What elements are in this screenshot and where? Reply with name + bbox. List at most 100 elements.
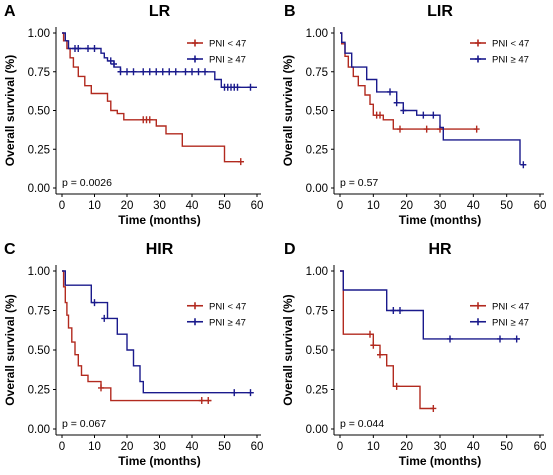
censor-mark bbox=[117, 68, 124, 76]
censor-mark bbox=[393, 99, 400, 107]
y-tick-label: 0.50 bbox=[28, 345, 50, 357]
censor-mark bbox=[473, 125, 480, 133]
legend-label: PNI ≥ 47 bbox=[492, 317, 529, 328]
censor-mark bbox=[247, 83, 254, 91]
legend-swatch-mark bbox=[192, 55, 198, 63]
legend-swatch-mark bbox=[192, 302, 198, 310]
censor-mark bbox=[497, 335, 503, 343]
censor-mark bbox=[377, 111, 383, 119]
legend-swatch-mark bbox=[192, 318, 198, 326]
legend-label: PNI < 47 bbox=[209, 301, 246, 312]
censor-mark bbox=[75, 45, 82, 52]
x-axis-label: Time (months) bbox=[118, 213, 200, 227]
x-tick-label: 20 bbox=[121, 441, 134, 453]
y-tick-label: 0.25 bbox=[28, 144, 50, 156]
series-line-pni-high bbox=[340, 32, 521, 165]
panel-title: LR bbox=[149, 3, 171, 20]
x-tick-label: 20 bbox=[400, 200, 413, 212]
censor-mark bbox=[247, 389, 254, 397]
y-tick-label: 0.75 bbox=[306, 67, 328, 79]
censor-mark bbox=[91, 299, 98, 307]
x-tick-label: 60 bbox=[251, 200, 264, 212]
x-tick-label: 0 bbox=[337, 441, 343, 453]
p-value: p = 0.0026 bbox=[62, 177, 112, 189]
censor-mark bbox=[130, 68, 137, 76]
censor-mark bbox=[140, 68, 147, 76]
p-value: p = 0.57 bbox=[340, 177, 378, 189]
censor-mark bbox=[423, 125, 430, 133]
censor-mark bbox=[189, 68, 195, 76]
y-tick-label: 0.75 bbox=[306, 306, 328, 318]
x-tick-label: 60 bbox=[534, 200, 547, 212]
series-line-pni-high bbox=[62, 32, 257, 88]
y-tick-label: 0.25 bbox=[28, 385, 50, 397]
y-tick-label: 1.00 bbox=[28, 28, 50, 40]
panel-a: A LR 0.00 0.25 0.50 0.75 1.00 0 10 20 30 40 50 60 Time… bbox=[3, 3, 263, 227]
y-tick-label: 1.00 bbox=[306, 266, 328, 278]
p-value: p = 0.044 bbox=[340, 418, 384, 430]
censor-mark bbox=[393, 382, 400, 390]
censor-mark bbox=[400, 107, 407, 114]
censor-mark bbox=[370, 341, 377, 349]
series-line-pni-low bbox=[340, 270, 434, 410]
censor-mark bbox=[430, 111, 437, 119]
censor-mark bbox=[367, 330, 373, 338]
y-axis-label: Overall survival (%) bbox=[281, 55, 295, 166]
x-tick-label: 60 bbox=[534, 441, 547, 453]
legend-swatch-mark bbox=[475, 39, 481, 47]
y-tick-label: 0.50 bbox=[28, 106, 50, 118]
legend-label: PNI ≥ 47 bbox=[209, 55, 246, 66]
y-tick-label: 0.25 bbox=[306, 385, 328, 397]
panel-c: C HIR 0.00 0.25 0.50 0.75 1.00 0 10 20 30 40 50 60 Tim… bbox=[3, 241, 263, 468]
censor-mark bbox=[85, 45, 91, 52]
censor-mark bbox=[387, 88, 393, 96]
legend-swatch-mark bbox=[475, 302, 481, 310]
panel-title: HIR bbox=[146, 241, 174, 258]
legend-label: PNI < 47 bbox=[492, 39, 529, 50]
censor-mark bbox=[124, 68, 130, 76]
panel-title: HR bbox=[428, 241, 452, 258]
x-tick-label: 40 bbox=[467, 200, 480, 212]
x-tick-label: 10 bbox=[88, 441, 101, 453]
x-axis-label: Time (months) bbox=[118, 454, 200, 468]
censor-mark bbox=[202, 68, 208, 76]
censor-mark bbox=[195, 68, 202, 76]
censor-mark bbox=[146, 116, 153, 124]
x-tick-label: 30 bbox=[434, 441, 447, 453]
y-tick-label: 1.00 bbox=[306, 28, 328, 40]
censor-mark bbox=[397, 307, 403, 314]
censor-mark bbox=[91, 45, 98, 52]
x-tick-label: 50 bbox=[218, 200, 231, 212]
censor-mark bbox=[430, 404, 437, 412]
censor-mark bbox=[107, 57, 114, 65]
x-tick-label: 60 bbox=[251, 441, 264, 453]
x-tick-label: 40 bbox=[467, 441, 480, 453]
x-tick-label: 30 bbox=[153, 441, 166, 453]
x-tick-label: 0 bbox=[337, 200, 343, 212]
censor-mark bbox=[146, 68, 153, 76]
x-tick-label: 20 bbox=[400, 441, 413, 453]
series-line-pni-high bbox=[340, 270, 520, 340]
x-tick-label: 40 bbox=[186, 441, 199, 453]
censor-mark bbox=[231, 389, 238, 397]
x-tick-label: 50 bbox=[218, 441, 231, 453]
panel-d: D HR 0.00 0.25 0.50 0.75 1.00 0 10 20 30 40 50 60 Time… bbox=[281, 241, 546, 468]
y-tick-label: 1.00 bbox=[28, 266, 50, 278]
legend-swatch-mark bbox=[475, 318, 481, 326]
x-tick-label: 50 bbox=[500, 200, 513, 212]
y-tick-label: 0.75 bbox=[28, 306, 50, 318]
legend-label: PNI < 47 bbox=[492, 301, 529, 312]
y-axis-label: Overall survival (%) bbox=[281, 294, 295, 405]
censor-mark bbox=[205, 397, 212, 405]
x-tick-label: 0 bbox=[59, 441, 65, 453]
x-axis-label: Time (months) bbox=[399, 213, 481, 227]
censor-mark bbox=[172, 68, 179, 76]
censor-mark bbox=[237, 158, 244, 166]
censor-mark bbox=[153, 68, 160, 76]
series-line-pni-low bbox=[62, 32, 244, 163]
panel-b: B LIR 0.00 0.25 0.50 0.75 1.00 0 10 20 30 40 50 60 Tim… bbox=[281, 3, 546, 227]
censor-mark bbox=[520, 161, 527, 169]
panel-letter: B bbox=[284, 3, 296, 20]
censor-mark bbox=[390, 307, 397, 314]
